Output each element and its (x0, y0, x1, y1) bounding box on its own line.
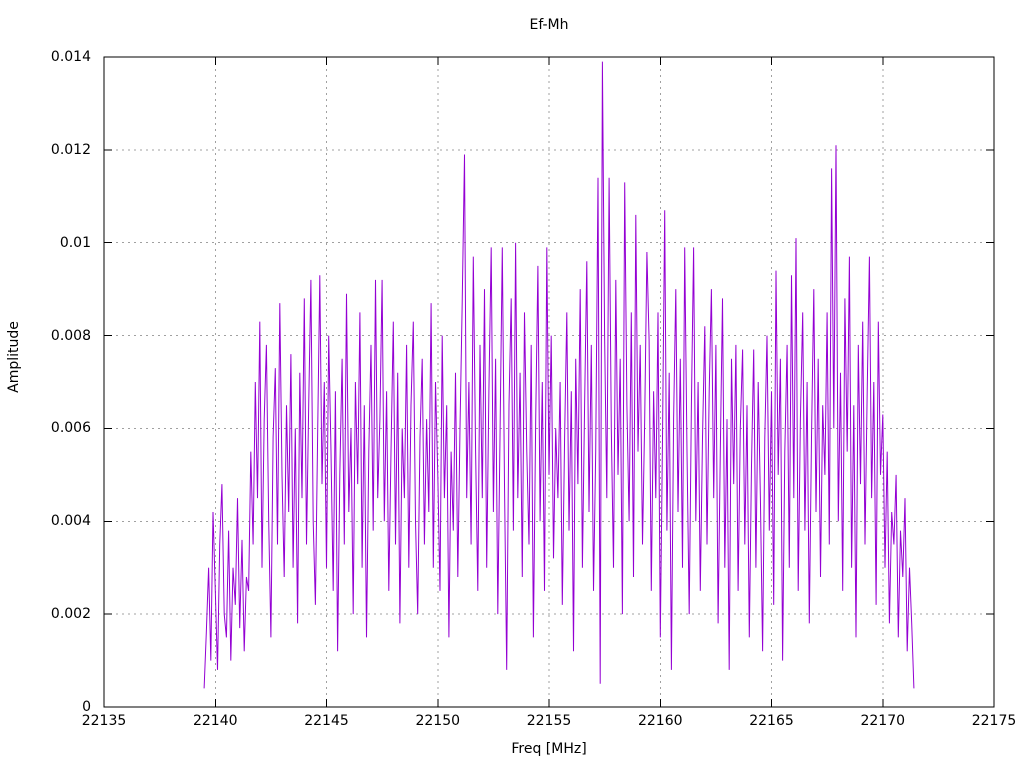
x-tick-label: 22160 (637, 713, 683, 729)
y-tick-label: 0.006 (50, 420, 91, 437)
x-tick-label: 22135 (81, 713, 127, 729)
x-tick-label: 22150 (415, 713, 461, 729)
y-tick-label: 0.012 (50, 141, 91, 158)
y-tick-label: 0.002 (50, 606, 91, 623)
y-tick-label: 0.004 (50, 513, 91, 530)
x-tick-label: 22140 (192, 713, 238, 729)
x-tick-label: 22165 (749, 713, 794, 729)
y-tick-label: 0 (82, 699, 91, 715)
y-tick-label: 0.01 (59, 234, 91, 251)
x-axis-label: Freq [MHz] (511, 741, 587, 757)
y-tick-label: 0.008 (50, 327, 91, 344)
x-tick-label: 22170 (860, 713, 906, 729)
x-tick-label: 22145 (304, 713, 349, 729)
plot-frame (103, 56, 995, 708)
series-path (203, 61, 915, 689)
x-tick-label: 22155 (526, 713, 572, 729)
x-tick-label: 22175 (971, 713, 1017, 729)
chart-title: Ef-Mh (529, 17, 569, 33)
y-tick-label: 0.014 (50, 49, 91, 65)
